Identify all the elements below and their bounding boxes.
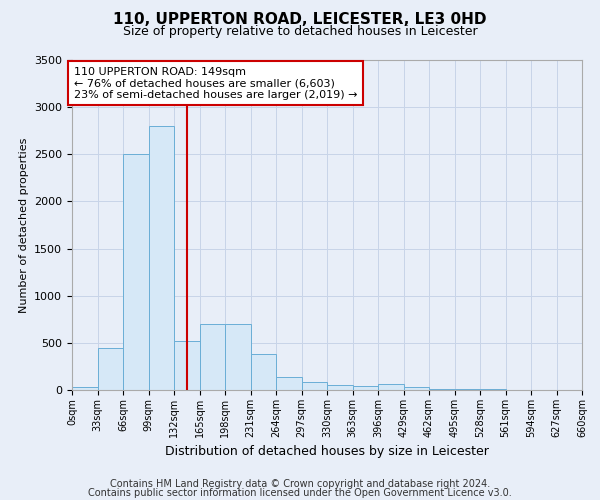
Bar (404, 387, 429, 390)
Bar (149, 126, 174, 390)
Bar (72, 387, 97, 390)
Bar (276, 377, 302, 390)
Bar (225, 324, 251, 390)
Text: 110, UPPERTON ROAD, LEICESTER, LE3 0HD: 110, UPPERTON ROAD, LEICESTER, LE3 0HD (113, 12, 487, 28)
Text: Size of property relative to detached houses in Leicester: Size of property relative to detached ho… (122, 25, 478, 38)
Text: Contains public sector information licensed under the Open Government Licence v3: Contains public sector information licen… (88, 488, 512, 498)
X-axis label: Distribution of detached houses by size in Leicester: Distribution of detached houses by size … (165, 446, 489, 458)
Bar (251, 354, 276, 390)
Bar (455, 389, 480, 390)
Bar (327, 386, 353, 390)
Bar (97, 348, 123, 390)
Bar (174, 341, 199, 390)
Bar (353, 386, 378, 390)
Bar (480, 389, 505, 390)
Text: 110 UPPERTON ROAD: 149sqm
← 76% of detached houses are smaller (6,603)
23% of se: 110 UPPERTON ROAD: 149sqm ← 76% of detac… (74, 66, 357, 100)
Bar (199, 324, 225, 390)
Bar (123, 154, 149, 390)
Y-axis label: Number of detached properties: Number of detached properties (19, 138, 29, 312)
Bar (378, 384, 404, 390)
Text: Contains HM Land Registry data © Crown copyright and database right 2024.: Contains HM Land Registry data © Crown c… (110, 479, 490, 489)
Bar (429, 388, 455, 390)
Bar (302, 382, 327, 390)
